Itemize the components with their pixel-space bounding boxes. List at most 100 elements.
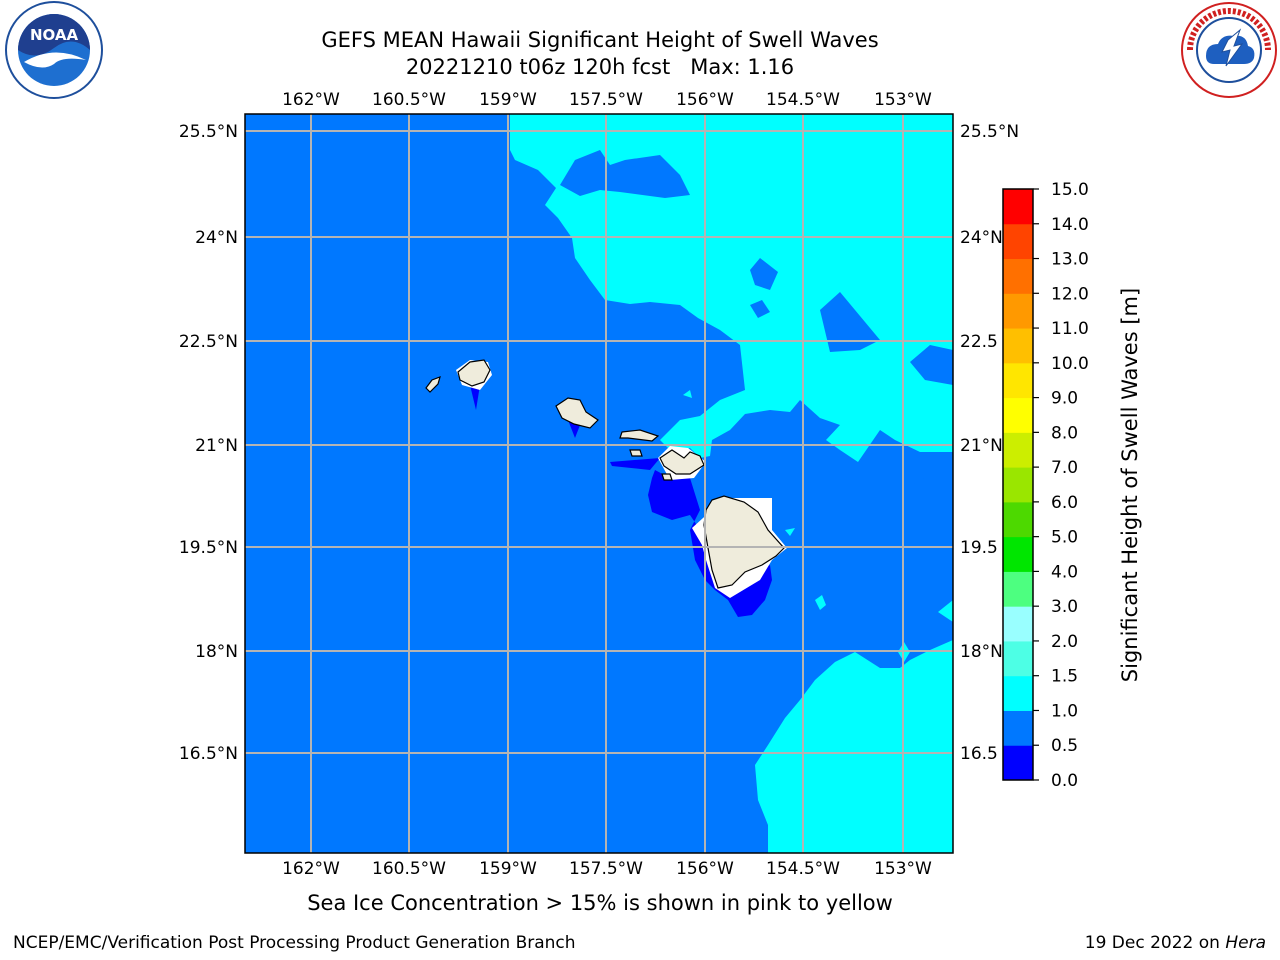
lon-tick-label-top: 160.5°W xyxy=(372,90,446,110)
swell-hole-5 xyxy=(912,475,948,505)
lat-tick-label-right: 22.5 xyxy=(960,332,998,352)
footer-date-text: 19 Dec 2022 on xyxy=(1084,933,1226,953)
colorbar-swatch xyxy=(1003,397,1033,433)
lon-tick-label-bottom: 156°W xyxy=(676,859,734,879)
footer-host: Hera xyxy=(1225,933,1266,953)
colorbar-swatch xyxy=(1003,536,1033,572)
lat-tick-label-right: 21°N xyxy=(960,436,1003,456)
colorbar-swatch xyxy=(1003,606,1033,642)
colorbar-swatch xyxy=(1003,640,1033,677)
colorbar-tick-label: 10.0 xyxy=(1051,354,1089,374)
island-kauai xyxy=(457,359,491,387)
lon-tick-label-top: 157.5°W xyxy=(569,90,643,110)
colorbar-label: Significant Height of Swell Waves [m] xyxy=(1118,287,1142,683)
lat-tick-label-left: 16.5°N xyxy=(179,744,238,764)
lat-tick-label-right: 16.5 xyxy=(960,744,998,764)
island-oahu xyxy=(555,397,599,429)
colorbar-tick-label: 13.0 xyxy=(1051,250,1089,270)
lat-tick-label-left: 18°N xyxy=(195,642,238,662)
lon-tick-label-bottom: 160.5°W xyxy=(372,859,446,879)
colorbar-swatch xyxy=(1003,432,1033,468)
colorbar-tick-label: 1.5 xyxy=(1051,667,1078,687)
colorbar-swatch xyxy=(1003,710,1033,746)
lon-tick-label-top: 162°W xyxy=(282,90,340,110)
colorbar-frame xyxy=(1002,188,1034,781)
colorbar-tick-label: 12.0 xyxy=(1051,284,1089,304)
map-frame xyxy=(244,113,954,854)
colorbar-tick-label: 3.0 xyxy=(1051,597,1078,617)
map-title-line-2: 20221210 t06z 120h fcst Max: 1.16 xyxy=(405,55,795,79)
colorbar-swatch xyxy=(1003,258,1033,294)
swell-speck-3 xyxy=(815,595,826,610)
lat-tick-label-left: 22.5°N xyxy=(179,332,238,352)
swell-region-north xyxy=(510,114,953,462)
colorbar-tick-label: 2.0 xyxy=(1051,632,1078,652)
colorbar-swatch xyxy=(1003,293,1033,329)
colorbar-tick-label: 0.0 xyxy=(1051,771,1078,791)
swell-hole-2 xyxy=(750,258,778,290)
very-low-region-4 xyxy=(648,470,772,617)
very-low-region-1 xyxy=(470,385,480,410)
colorbar-tick-label: 7.0 xyxy=(1051,458,1078,478)
colorbar-swatch xyxy=(1003,675,1033,711)
swell-hole-6 xyxy=(750,300,770,318)
lon-tick-label-bottom: 162°W xyxy=(282,859,340,879)
colorbar-tick-label: 9.0 xyxy=(1051,389,1078,409)
footer-credit: NCEP/EMC/Verification Post Processing Pr… xyxy=(13,933,576,953)
very-low-region-3 xyxy=(610,458,660,470)
sea-ice-note: Sea Ice Concentration > 15% is shown in … xyxy=(307,891,893,915)
colorbar-tick-label: 14.0 xyxy=(1051,215,1089,235)
lat-tick-label-left: 24°N xyxy=(195,228,238,248)
map-gridlines xyxy=(245,114,953,853)
noaa-logo-text: NOAA xyxy=(30,26,79,44)
lon-tick-label-bottom: 153°W xyxy=(874,859,932,879)
swell-hole-1 xyxy=(560,150,690,198)
lat-tick-label-right: 25.5°N xyxy=(960,122,1019,142)
swell-speck-2 xyxy=(785,528,795,536)
lon-tick-label-top: 159°W xyxy=(479,90,537,110)
lat-tick-label-right: 19.5 xyxy=(960,538,998,558)
colorbar-swatch xyxy=(1003,745,1033,781)
lat-tick-label-left: 25.5°N xyxy=(179,122,238,142)
island-lanai xyxy=(629,449,643,457)
island-kahoolawe xyxy=(661,473,673,481)
noaa-logo-icon: NOAA xyxy=(5,1,103,99)
map-title-line-1: GEFS MEAN Hawaii Significant Height of S… xyxy=(321,28,879,52)
lon-tick-label-bottom: 154.5°W xyxy=(766,859,840,879)
lat-tick-label-left: 21°N xyxy=(195,436,238,456)
map-tick-labels: 162°W 162°W 160.5°W 160.5°W 159°W 159°W 157.5°… xyxy=(179,90,1019,879)
colorbar-tick-label: 8.0 xyxy=(1051,423,1078,443)
colorbar-tick-label: 0.5 xyxy=(1051,736,1078,756)
colorbar-tick-label: 1.0 xyxy=(1051,701,1078,721)
swell-speck-4 xyxy=(938,600,953,622)
lat-tick-label-right: 18°N xyxy=(960,642,1003,662)
colorbar-tick-label: 5.0 xyxy=(1051,528,1078,548)
colorbar-swatch xyxy=(1003,328,1033,364)
lon-tick-label-bottom: 157.5°W xyxy=(569,859,643,879)
footer-date: 19 Dec 2022 on Hera xyxy=(1085,932,1266,954)
colorbar-swatch xyxy=(1003,362,1033,399)
colorbar-swatch xyxy=(1003,189,1033,225)
swell-hole-4 xyxy=(910,345,953,385)
swell-speck-1 xyxy=(683,390,692,398)
lon-tick-label-top: 154.5°W xyxy=(766,90,840,110)
lat-tick-label-right: 24°N xyxy=(960,228,1003,248)
colorbar-swatch xyxy=(1003,571,1033,607)
island-niihau xyxy=(425,376,441,393)
island-molokai xyxy=(619,429,660,442)
lon-tick-label-bottom: 159°W xyxy=(479,859,537,879)
swell-hole-3 xyxy=(820,292,880,352)
lon-tick-label-top: 156°W xyxy=(676,90,734,110)
island-maui xyxy=(659,449,705,475)
colorbar: 0.0 0.5 1.0 1.5 2.0 3.0 4.0 5.0 6.0 7.0 8.0 9.0 10.0… xyxy=(1002,180,1089,791)
colorbar-tick-label: 11.0 xyxy=(1051,319,1089,339)
nws-logo-icon xyxy=(1181,2,1277,98)
map-field xyxy=(245,114,953,853)
colorbar-tick-label: 6.0 xyxy=(1051,493,1078,513)
colorbar-tick-label: 4.0 xyxy=(1051,562,1078,582)
lat-tick-label-left: 19.5°N xyxy=(179,538,238,558)
colorbar-swatch xyxy=(1003,467,1033,503)
colorbar-swatch xyxy=(1003,223,1033,260)
colorbar-swatch xyxy=(1003,501,1033,538)
